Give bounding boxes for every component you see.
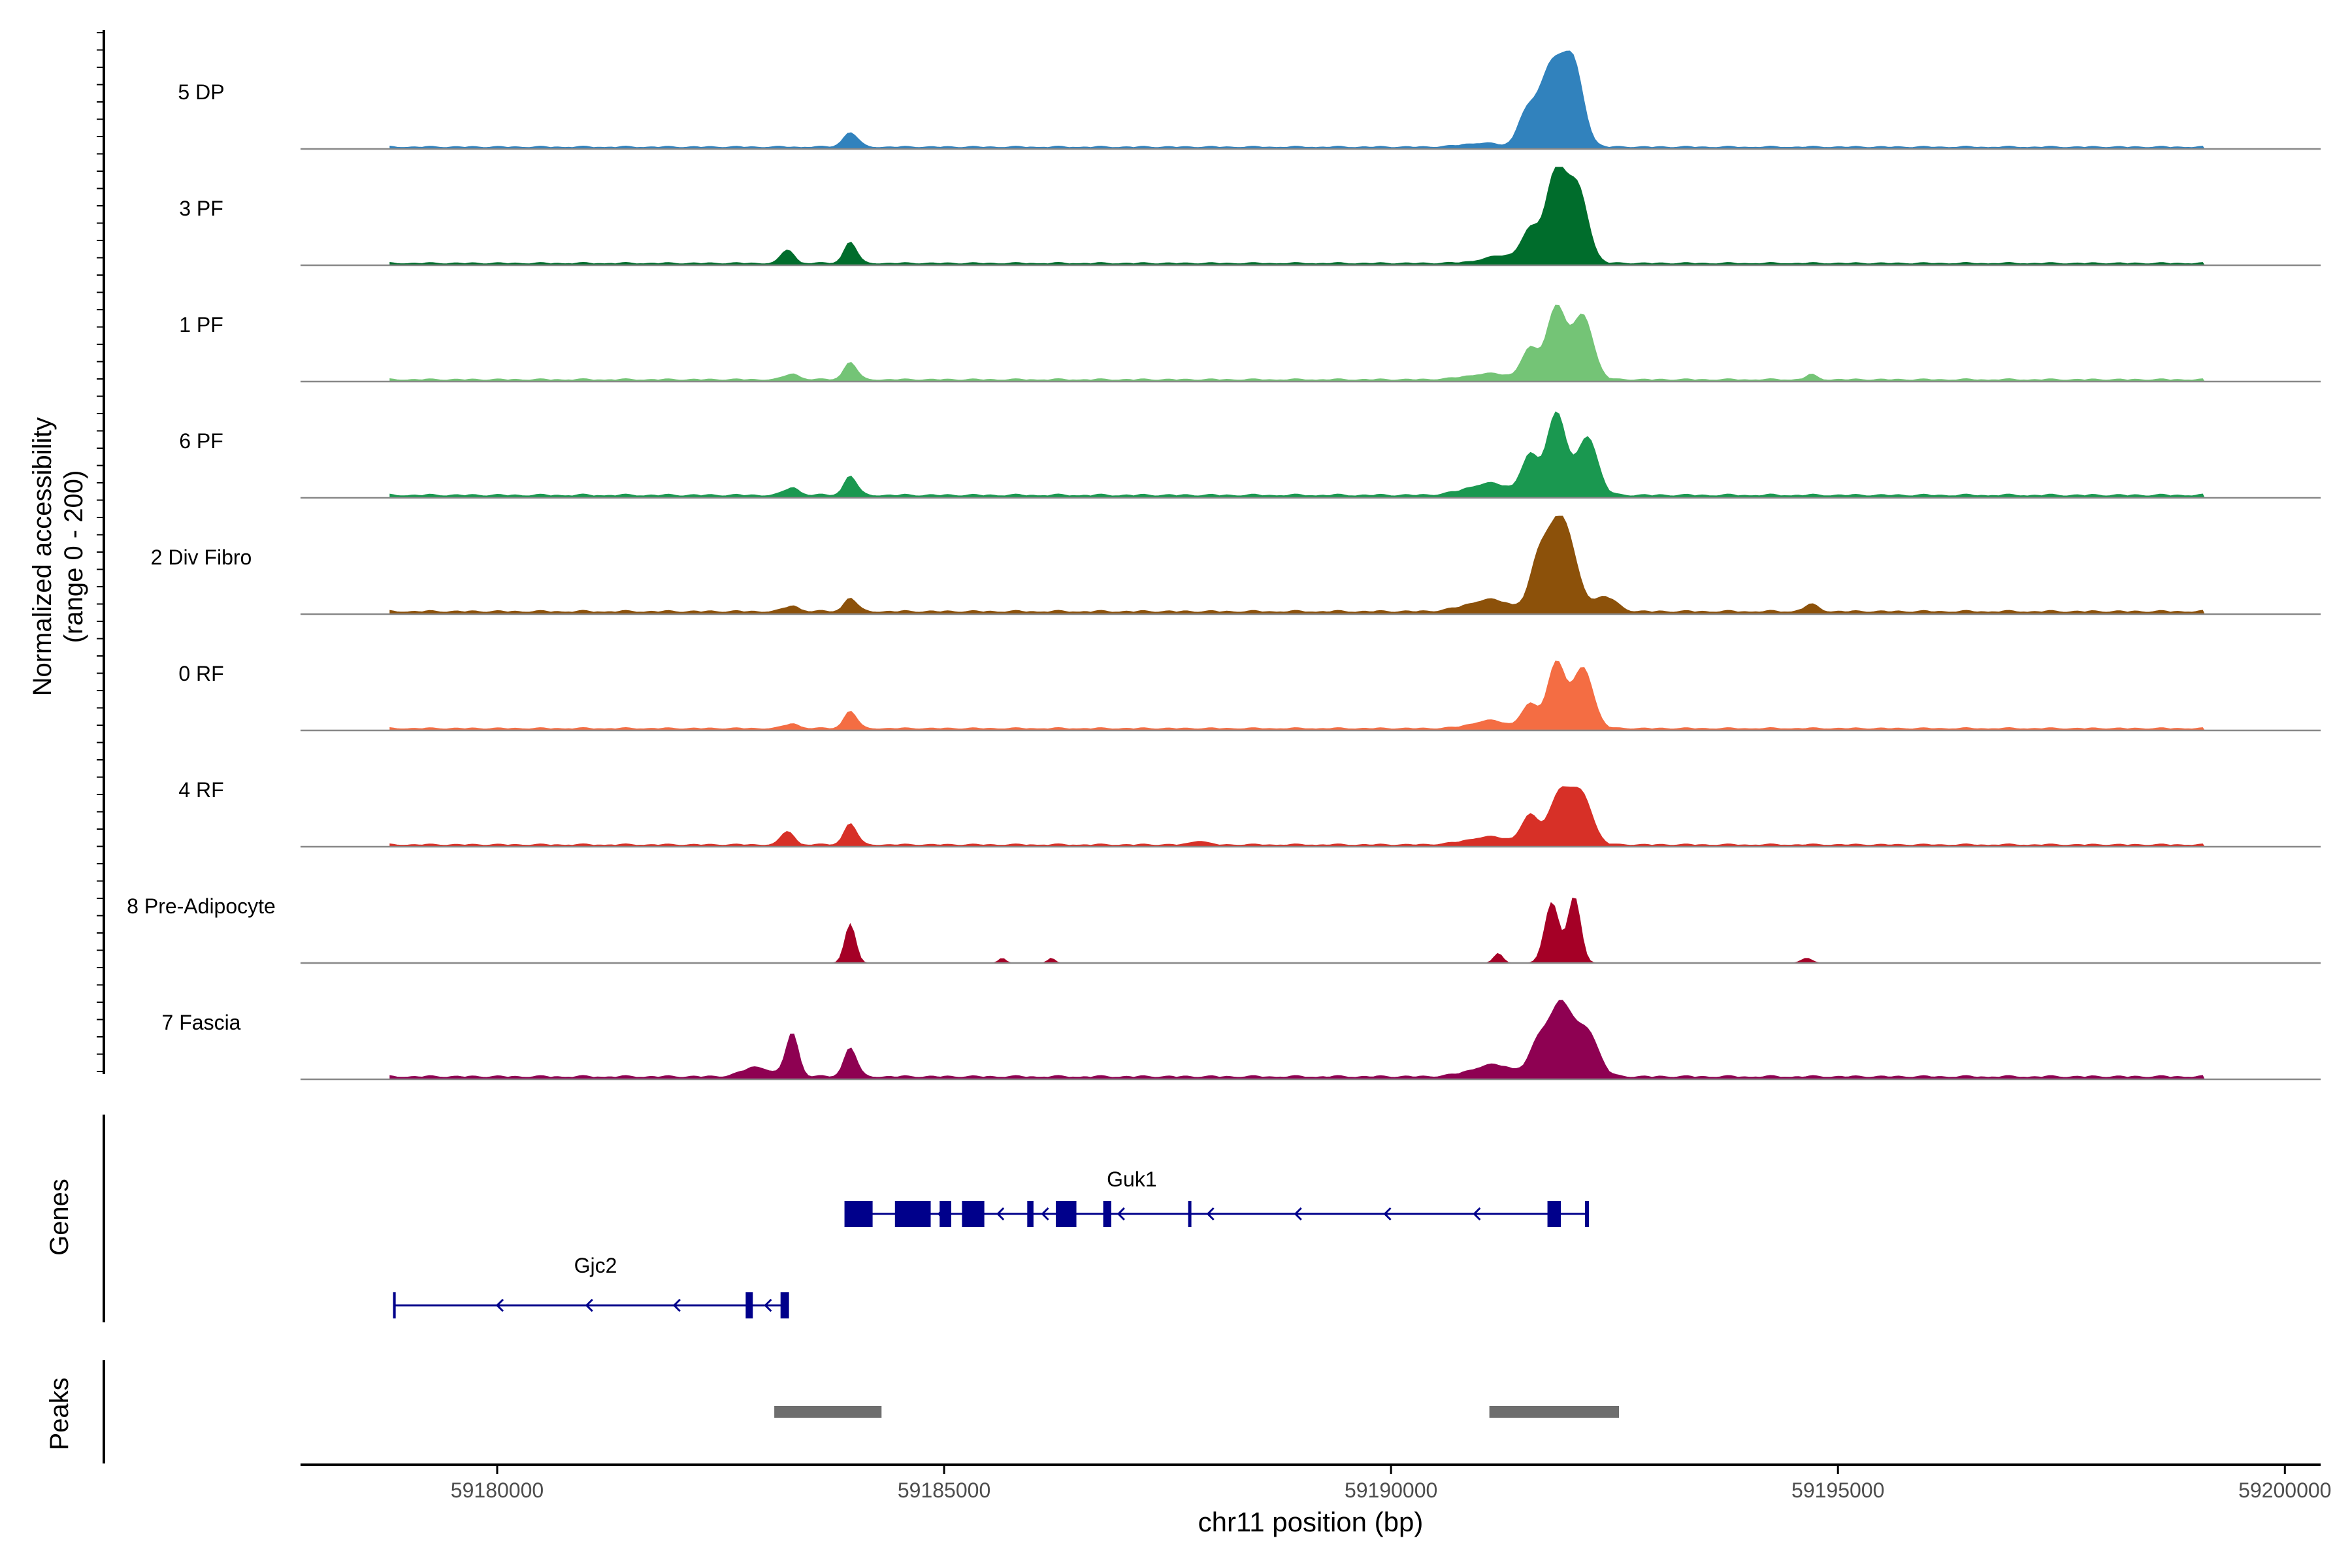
- gene-exon: [894, 1201, 931, 1227]
- strand-arrow: [1473, 1207, 1481, 1221]
- track-label: 6 PF: [179, 429, 223, 453]
- gene-exon: [780, 1292, 788, 1318]
- track-signal: [389, 304, 2205, 382]
- gene-exon: [845, 1201, 873, 1227]
- track-label: 7 Fascia: [162, 1011, 241, 1034]
- gene-exon: [1056, 1201, 1077, 1227]
- x-tick-label: 59185000: [898, 1478, 990, 1502]
- gene-name-label: Gjc2: [574, 1254, 617, 1277]
- track-0: 5 DP: [178, 50, 2321, 150]
- strand-arrow: [672, 1298, 681, 1313]
- track-signal: [389, 1000, 2205, 1080]
- strand-arrow: [937, 1207, 945, 1221]
- track-5: 0 RF: [178, 661, 2321, 732]
- peaks-track: [774, 1406, 1620, 1418]
- track-label: 4 RF: [178, 778, 223, 802]
- track-signal: [760, 898, 2205, 964]
- gene-gjc2: Gjc2: [393, 1254, 789, 1318]
- track-signal: [389, 50, 2205, 150]
- track-label: 2 Div Fibro: [151, 546, 252, 569]
- track-signal: [389, 411, 2205, 498]
- coverage-tracks: 5 DP 3 PF 1 PF 6 PF 2 Div Fibro 0 RF 4 RF 8 Pre…: [127, 50, 2321, 1081]
- strand-arrow: [585, 1298, 593, 1313]
- peaks-panel-label: Peaks: [45, 1377, 74, 1450]
- gene-exon: [1027, 1201, 1034, 1227]
- strand-arrow: [996, 1207, 1005, 1221]
- track-signal: [389, 167, 2205, 266]
- peak-region: [774, 1406, 882, 1418]
- x-tick-label: 59200000: [2238, 1478, 2331, 1502]
- gene-guk1: Guk1: [844, 1168, 1590, 1227]
- gene-exon: [1547, 1201, 1561, 1227]
- track-signal: [389, 786, 2205, 847]
- track-6: 4 RF: [178, 778, 2321, 848]
- strand-arrow: [1206, 1207, 1215, 1221]
- gene-exon: [1188, 1201, 1192, 1227]
- peak-region: [1489, 1406, 1620, 1418]
- track-2: 1 PF: [179, 304, 2321, 383]
- track-1: 3 PF: [179, 167, 2321, 267]
- track-label: 5 DP: [178, 80, 224, 104]
- strand-arrow: [1383, 1207, 1392, 1221]
- track-label: 3 PF: [179, 197, 223, 220]
- track-label: 0 RF: [178, 662, 223, 685]
- gene-exon: [962, 1201, 985, 1227]
- strand-arrow: [764, 1298, 772, 1313]
- strand-arrow: [1041, 1207, 1049, 1221]
- x-tick-label: 59180000: [451, 1478, 544, 1502]
- gene-exon: [1103, 1201, 1111, 1227]
- track-signal: [389, 515, 2205, 615]
- axes: 59180000 59185000 59190000 59195000 59200000: [97, 30, 2331, 1502]
- x-tick-label: 59190000: [1345, 1478, 1437, 1502]
- strand-arrow: [1117, 1207, 1125, 1221]
- strand-arrow: [495, 1298, 504, 1313]
- y-axis-label-line1: Normalized accessibility: [28, 417, 57, 696]
- track-3: 6 PF: [179, 411, 2321, 499]
- genes-panel-label: Genes: [45, 1179, 74, 1256]
- track-7: 8 Pre-Adipocyte: [127, 894, 2321, 964]
- gene-exon: [745, 1292, 753, 1318]
- gene-name-label: Guk1: [1107, 1168, 1156, 1191]
- x-tick-label: 59195000: [1791, 1478, 1884, 1502]
- track-label: 8 Pre-Adipocyte: [127, 894, 276, 918]
- track-signal: [389, 661, 2205, 731]
- y-axis-label-line2: (range 0 - 200): [59, 470, 88, 644]
- gene-exon: [939, 1201, 952, 1227]
- x-axis-label: chr11 position (bp): [1198, 1507, 1424, 1537]
- strand-arrow: [1294, 1207, 1302, 1221]
- track-label: 1 PF: [179, 313, 223, 336]
- gene-annotation-track: Gjc2 Guk1: [393, 1168, 1590, 1318]
- track-4: 2 Div Fibro: [151, 515, 2321, 615]
- track-8: 7 Fascia: [162, 1000, 2321, 1081]
